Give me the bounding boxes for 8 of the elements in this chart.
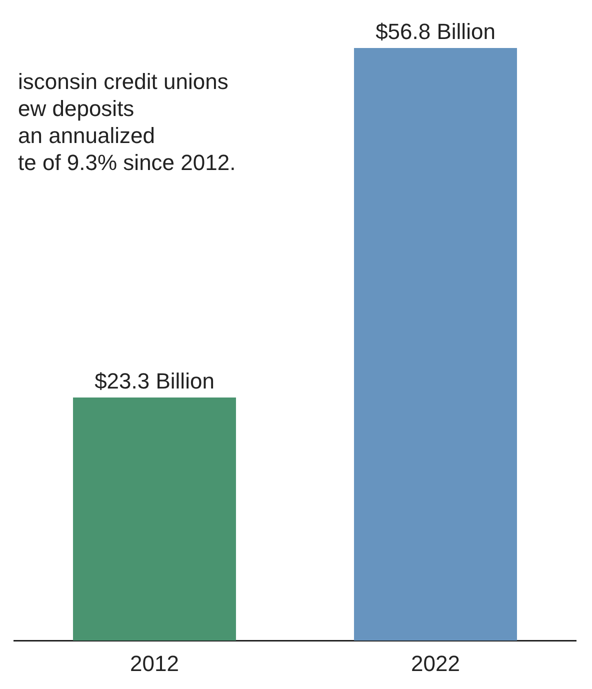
annotation: te of 9.3% since 2012. (18, 150, 236, 176)
x-tick-label: 2022 (411, 650, 460, 676)
annotation: an annualized (18, 123, 156, 148)
x-tick-label: 2012 (130, 650, 179, 676)
annotation: isconsin credit unions (18, 69, 228, 94)
annotation: ew deposits (18, 96, 134, 122)
data-label: $23.3 Billion (94, 368, 214, 394)
data-label: $56.8 Billion (376, 19, 496, 44)
